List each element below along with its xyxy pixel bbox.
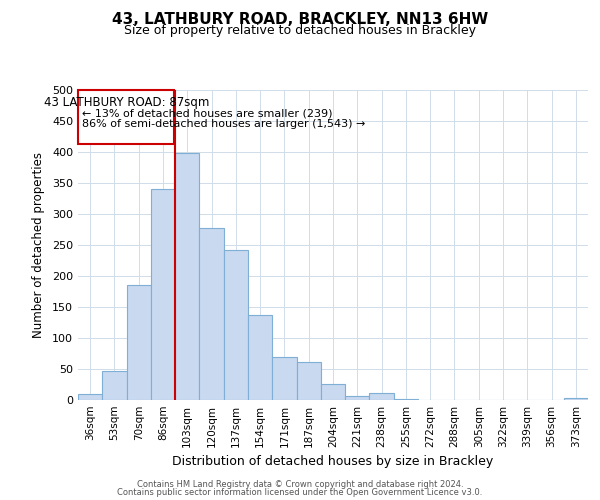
- Bar: [248, 315, 272, 400]
- Bar: [102, 372, 127, 400]
- Y-axis label: Number of detached properties: Number of detached properties: [32, 152, 45, 338]
- FancyBboxPatch shape: [79, 90, 174, 144]
- Bar: [394, 399, 418, 400]
- Bar: [175, 153, 199, 400]
- X-axis label: Distribution of detached houses by size in Brackley: Distribution of detached houses by size …: [172, 456, 494, 468]
- Bar: [224, 250, 248, 400]
- Text: 43, LATHBURY ROAD, BRACKLEY, NN13 6HW: 43, LATHBURY ROAD, BRACKLEY, NN13 6HW: [112, 12, 488, 28]
- Bar: [272, 356, 296, 400]
- Bar: [321, 384, 345, 400]
- Text: Contains HM Land Registry data © Crown copyright and database right 2024.: Contains HM Land Registry data © Crown c…: [137, 480, 463, 489]
- Text: Size of property relative to detached houses in Brackley: Size of property relative to detached ho…: [124, 24, 476, 37]
- Bar: [151, 189, 175, 400]
- Bar: [345, 396, 370, 400]
- Bar: [78, 394, 102, 400]
- Bar: [370, 392, 394, 400]
- Text: 86% of semi-detached houses are larger (1,543) →: 86% of semi-detached houses are larger (…: [82, 119, 365, 129]
- Bar: [296, 362, 321, 400]
- Text: 43 LATHBURY ROAD: 87sqm: 43 LATHBURY ROAD: 87sqm: [44, 96, 209, 109]
- Text: Contains public sector information licensed under the Open Government Licence v3: Contains public sector information licen…: [118, 488, 482, 497]
- Bar: [127, 286, 151, 400]
- Text: ← 13% of detached houses are smaller (239): ← 13% of detached houses are smaller (23…: [82, 108, 332, 118]
- Bar: [564, 398, 588, 400]
- Bar: [199, 228, 224, 400]
